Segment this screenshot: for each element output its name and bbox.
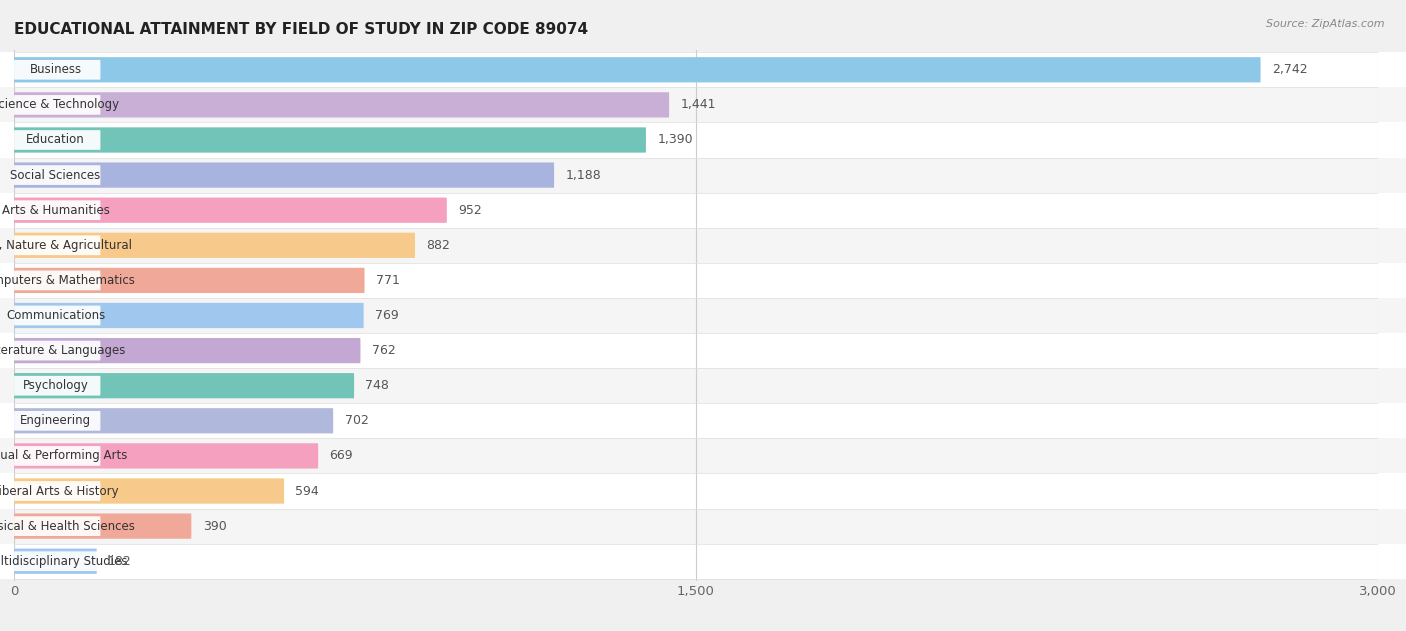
FancyBboxPatch shape xyxy=(14,551,100,571)
Text: Bio, Nature & Agricultural: Bio, Nature & Agricultural xyxy=(0,239,132,252)
FancyBboxPatch shape xyxy=(14,271,100,290)
Text: 762: 762 xyxy=(371,344,395,357)
Text: Business: Business xyxy=(30,63,82,76)
FancyBboxPatch shape xyxy=(14,57,1261,83)
FancyBboxPatch shape xyxy=(0,544,1406,579)
Text: 748: 748 xyxy=(366,379,389,392)
Text: 1,188: 1,188 xyxy=(565,168,602,182)
FancyBboxPatch shape xyxy=(14,376,100,396)
FancyBboxPatch shape xyxy=(0,263,1406,298)
Text: 1,441: 1,441 xyxy=(681,98,716,112)
FancyBboxPatch shape xyxy=(14,165,100,185)
FancyBboxPatch shape xyxy=(0,439,1406,473)
Text: 669: 669 xyxy=(329,449,353,463)
Text: Physical & Health Sciences: Physical & Health Sciences xyxy=(0,519,135,533)
FancyBboxPatch shape xyxy=(14,200,100,220)
FancyBboxPatch shape xyxy=(14,411,100,431)
FancyBboxPatch shape xyxy=(0,52,1406,87)
Text: 769: 769 xyxy=(375,309,399,322)
FancyBboxPatch shape xyxy=(14,235,100,255)
FancyBboxPatch shape xyxy=(14,268,364,293)
Text: 594: 594 xyxy=(295,485,319,497)
Text: 882: 882 xyxy=(426,239,450,252)
Text: Visual & Performing Arts: Visual & Performing Arts xyxy=(0,449,128,463)
Text: Psychology: Psychology xyxy=(22,379,89,392)
FancyBboxPatch shape xyxy=(14,130,100,150)
FancyBboxPatch shape xyxy=(14,373,354,398)
FancyBboxPatch shape xyxy=(14,198,447,223)
Text: 702: 702 xyxy=(344,415,368,427)
FancyBboxPatch shape xyxy=(14,233,415,258)
FancyBboxPatch shape xyxy=(14,162,554,188)
Text: Communications: Communications xyxy=(6,309,105,322)
Text: 1,390: 1,390 xyxy=(658,134,693,146)
FancyBboxPatch shape xyxy=(14,443,318,469)
FancyBboxPatch shape xyxy=(14,478,284,504)
FancyBboxPatch shape xyxy=(14,127,645,153)
Text: 182: 182 xyxy=(108,555,132,568)
Text: Social Sciences: Social Sciences xyxy=(10,168,101,182)
FancyBboxPatch shape xyxy=(14,446,100,466)
Text: Science & Technology: Science & Technology xyxy=(0,98,120,112)
FancyBboxPatch shape xyxy=(0,228,1406,263)
FancyBboxPatch shape xyxy=(0,122,1406,158)
FancyBboxPatch shape xyxy=(14,548,97,574)
Text: 390: 390 xyxy=(202,519,226,533)
Text: 771: 771 xyxy=(375,274,399,287)
Text: Multidisciplinary Studies: Multidisciplinary Studies xyxy=(0,555,128,568)
Text: EDUCATIONAL ATTAINMENT BY FIELD OF STUDY IN ZIP CODE 89074: EDUCATIONAL ATTAINMENT BY FIELD OF STUDY… xyxy=(14,22,588,37)
FancyBboxPatch shape xyxy=(14,303,364,328)
FancyBboxPatch shape xyxy=(0,192,1406,228)
Text: Literature & Languages: Literature & Languages xyxy=(0,344,125,357)
Text: 2,742: 2,742 xyxy=(1272,63,1308,76)
FancyBboxPatch shape xyxy=(14,514,191,539)
FancyBboxPatch shape xyxy=(0,87,1406,122)
Text: 952: 952 xyxy=(458,204,482,216)
FancyBboxPatch shape xyxy=(14,481,100,501)
Text: Education: Education xyxy=(27,134,84,146)
FancyBboxPatch shape xyxy=(14,92,669,117)
FancyBboxPatch shape xyxy=(14,305,100,326)
FancyBboxPatch shape xyxy=(0,473,1406,509)
FancyBboxPatch shape xyxy=(0,509,1406,544)
FancyBboxPatch shape xyxy=(0,158,1406,192)
Text: Arts & Humanities: Arts & Humanities xyxy=(1,204,110,216)
FancyBboxPatch shape xyxy=(0,403,1406,439)
FancyBboxPatch shape xyxy=(14,408,333,433)
FancyBboxPatch shape xyxy=(14,338,360,363)
FancyBboxPatch shape xyxy=(14,341,100,360)
FancyBboxPatch shape xyxy=(14,516,100,536)
FancyBboxPatch shape xyxy=(14,60,100,80)
FancyBboxPatch shape xyxy=(14,95,100,115)
Text: Engineering: Engineering xyxy=(20,415,91,427)
FancyBboxPatch shape xyxy=(0,368,1406,403)
Text: Computers & Mathematics: Computers & Mathematics xyxy=(0,274,135,287)
Text: Liberal Arts & History: Liberal Arts & History xyxy=(0,485,120,497)
FancyBboxPatch shape xyxy=(0,333,1406,368)
Text: Source: ZipAtlas.com: Source: ZipAtlas.com xyxy=(1267,19,1385,29)
FancyBboxPatch shape xyxy=(0,298,1406,333)
